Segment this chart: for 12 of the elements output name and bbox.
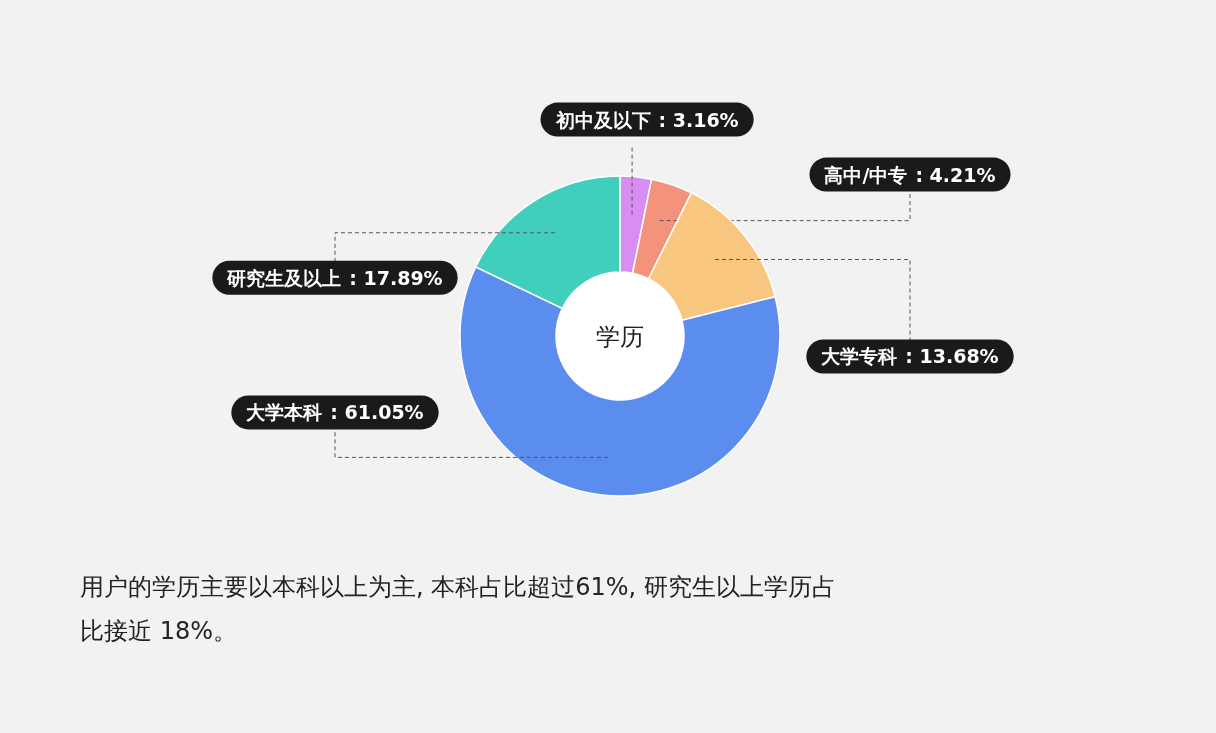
slice-label: 研究生及以上 <box>226 266 342 289</box>
data-label: : 3.16% <box>658 108 739 131</box>
text: 用户的学历主要以本科以上为主, 本科占比超过61%, 研究生以上学历占比接近 18%。 <box>80 572 837 647</box>
slice-label: 高中/中专 <box>824 163 908 186</box>
data-label: : 61.05% <box>330 401 424 424</box>
text: 学历 <box>596 323 644 351</box>
data-label: : 13.68% <box>905 345 999 368</box>
data-label: : 17.89% <box>349 266 443 289</box>
slice-label: 大学专科 <box>821 345 898 368</box>
slice-label: 大学本科 <box>246 401 323 424</box>
slice-label: 初中及以下 <box>554 108 651 131</box>
data-label: : 4.21% <box>915 163 996 186</box>
